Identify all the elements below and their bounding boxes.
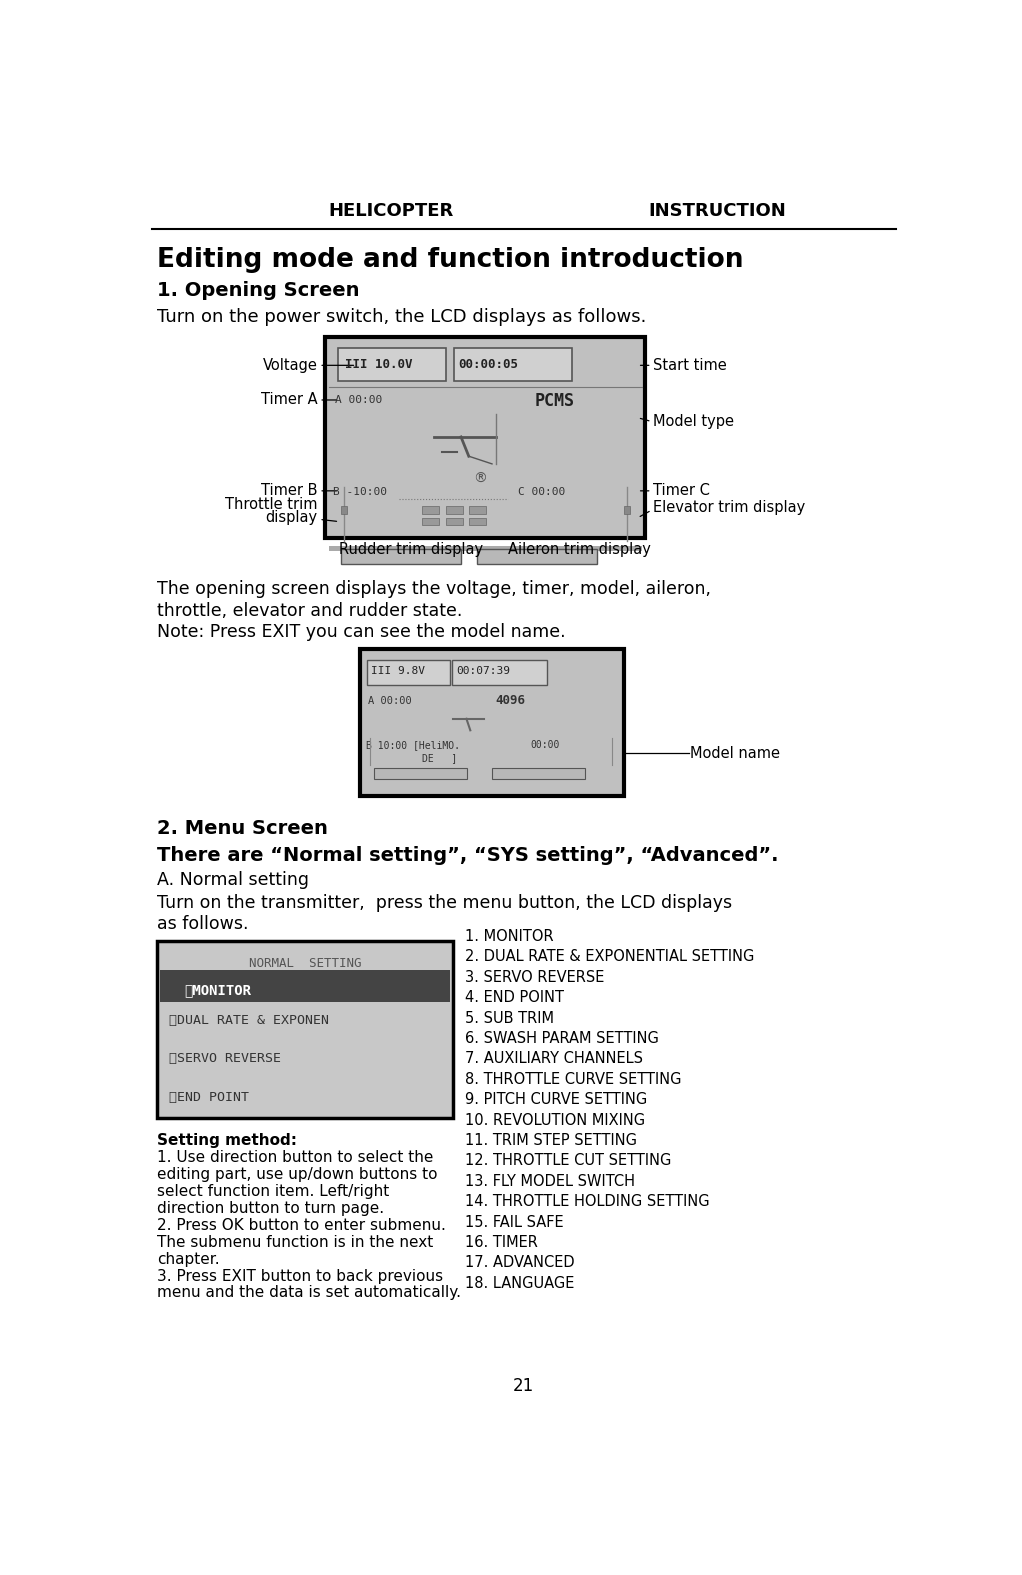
Text: editing part, use up/down buttons to: editing part, use up/down buttons to (157, 1167, 437, 1181)
Bar (446, 506, 463, 513)
Text: 18. LANGUAGE: 18. LANGUAGE (465, 1276, 574, 1291)
Text: Start time: Start time (653, 358, 727, 373)
Text: 4096: 4096 (496, 695, 526, 707)
Text: Aileron trim display: Aileron trim display (508, 542, 650, 556)
Text: ①MONITOR: ①MONITOR (184, 983, 251, 997)
Text: 11. TRIM STEP SETTING: 11. TRIM STEP SETTING (465, 1132, 637, 1148)
Text: A. Normal setting: A. Normal setting (157, 871, 310, 890)
Text: 2. DUAL RATE & EXPONENTIAL SETTING: 2. DUAL RATE & EXPONENTIAL SETTING (465, 950, 754, 964)
Text: Editing mode and function introduction: Editing mode and function introduction (157, 247, 744, 272)
Bar (360, 649, 623, 795)
Text: 14. THROTTLE HOLDING SETTING: 14. THROTTLE HOLDING SETTING (465, 1194, 709, 1210)
Text: DE   ]: DE ] (422, 753, 458, 764)
Bar (422, 506, 439, 513)
Text: as follows.: as follows. (157, 915, 248, 932)
Text: A 00:00: A 00:00 (334, 395, 382, 405)
Text: III 9.8V: III 9.8V (371, 666, 425, 676)
FancyBboxPatch shape (454, 348, 572, 381)
Bar (157, 940, 453, 1118)
Bar (469, 506, 485, 513)
FancyBboxPatch shape (338, 348, 446, 381)
Text: direction button to turn page.: direction button to turn page. (157, 1200, 384, 1216)
Text: 2. Press OK button to enter submenu.: 2. Press OK button to enter submenu. (157, 1217, 446, 1233)
FancyBboxPatch shape (367, 660, 450, 685)
Text: Timer B: Timer B (262, 484, 318, 498)
Text: III 10.0V: III 10.0V (344, 359, 412, 372)
Text: 10. REVOLUTION MIXING: 10. REVOLUTION MIXING (465, 1112, 645, 1128)
Text: 15. FAIL SAFE: 15. FAIL SAFE (465, 1214, 563, 1230)
FancyBboxPatch shape (453, 660, 547, 685)
Text: ③SERVO REVERSE: ③SERVO REVERSE (169, 1052, 281, 1065)
Text: The submenu function is in the next: The submenu function is in the next (157, 1235, 433, 1249)
Text: Turn on the transmitter,  press the menu button, the LCD displays: Turn on the transmitter, press the menu … (157, 895, 733, 912)
Bar (476, 548, 597, 564)
Text: 12. THROTTLE CUT SETTING: 12. THROTTLE CUT SETTING (465, 1153, 671, 1169)
Bar (160, 970, 450, 1002)
Text: chapter.: chapter. (157, 1252, 220, 1266)
Text: There are “Normal setting”, “SYS setting”, “Advanced”.: There are “Normal setting”, “SYS setting… (157, 846, 779, 865)
Text: 2. Menu Screen: 2. Menu Screen (157, 819, 328, 838)
Text: C 00:00: C 00:00 (517, 487, 565, 498)
Text: 00:07:39: 00:07:39 (457, 666, 510, 676)
Bar (469, 518, 485, 526)
Text: Setting method:: Setting method: (157, 1132, 297, 1148)
Text: 9. PITCH CURVE SETTING: 9. PITCH CURVE SETTING (465, 1091, 647, 1107)
Text: menu and the data is set automatically.: menu and the data is set automatically. (157, 1285, 461, 1301)
Text: Turn on the power switch, the LCD displays as follows.: Turn on the power switch, the LCD displa… (157, 309, 647, 326)
Text: Timer A: Timer A (261, 392, 318, 408)
Text: Voltage: Voltage (263, 358, 318, 373)
Bar (329, 547, 642, 551)
Bar (325, 337, 646, 537)
Bar (374, 769, 467, 778)
Text: select function item. Left/right: select function item. Left/right (157, 1184, 389, 1199)
Text: 3. SERVO REVERSE: 3. SERVO REVERSE (465, 970, 604, 984)
Bar (422, 518, 439, 526)
Text: PCMS: PCMS (535, 392, 574, 410)
Text: B -10:00: B -10:00 (333, 487, 387, 498)
Text: 21: 21 (513, 1378, 535, 1395)
Text: 1. Use direction button to select the: 1. Use direction button to select the (157, 1150, 433, 1166)
Text: 13. FLY MODEL SWITCH: 13. FLY MODEL SWITCH (465, 1173, 635, 1189)
Text: throttle, elevator and rudder state.: throttle, elevator and rudder state. (157, 602, 463, 619)
Text: Throttle trim: Throttle trim (225, 498, 318, 512)
Bar (446, 518, 463, 526)
Text: INSTRUCTION: INSTRUCTION (648, 202, 786, 219)
Text: ®: ® (473, 471, 487, 485)
Text: Model name: Model name (690, 747, 780, 761)
Text: 00:00:05: 00:00:05 (459, 359, 519, 372)
Text: 3. Press EXIT button to back previous: 3. Press EXIT button to back previous (157, 1268, 444, 1284)
Text: 17. ADVANCED: 17. ADVANCED (465, 1255, 574, 1271)
Text: 4. END POINT: 4. END POINT (465, 991, 564, 1005)
Text: Timer C: Timer C (653, 484, 710, 498)
Text: display: display (266, 510, 318, 526)
Bar (341, 548, 461, 564)
Text: 8. THROTTLE CURVE SETTING: 8. THROTTLE CURVE SETTING (465, 1073, 682, 1087)
Text: HELICOPTER: HELICOPTER (329, 202, 454, 219)
Text: 16. TIMER: 16. TIMER (465, 1235, 538, 1251)
Text: 1. Opening Screen: 1. Opening Screen (157, 282, 360, 301)
Text: The opening screen displays the voltage, timer, model, aileron,: The opening screen displays the voltage,… (157, 580, 711, 598)
Text: ②DUAL RATE & EXPONEN: ②DUAL RATE & EXPONEN (169, 1014, 329, 1027)
Text: B 10:00 [HeliMO.: B 10:00 [HeliMO. (367, 740, 461, 750)
Text: 1. MONITOR: 1. MONITOR (465, 929, 554, 943)
Text: A 00:00: A 00:00 (368, 696, 412, 706)
Text: 6. SWASH PARAM SETTING: 6. SWASH PARAM SETTING (465, 1032, 659, 1046)
Text: Elevator trim display: Elevator trim display (653, 501, 805, 515)
Text: NORMAL  SETTING: NORMAL SETTING (249, 958, 362, 970)
Text: 00:00: 00:00 (530, 740, 560, 750)
Text: Note: Press EXIT you can see the model name.: Note: Press EXIT you can see the model n… (157, 624, 566, 641)
Text: 5. SUB TRIM: 5. SUB TRIM (465, 1011, 554, 1025)
Text: ④END POINT: ④END POINT (169, 1090, 248, 1104)
Bar (341, 506, 347, 513)
Text: Rudder trim display: Rudder trim display (339, 542, 483, 556)
Bar (492, 769, 585, 778)
Bar (623, 506, 630, 513)
Text: Model type: Model type (653, 414, 734, 428)
Text: 7. AUXILIARY CHANNELS: 7. AUXILIARY CHANNELS (465, 1052, 643, 1066)
